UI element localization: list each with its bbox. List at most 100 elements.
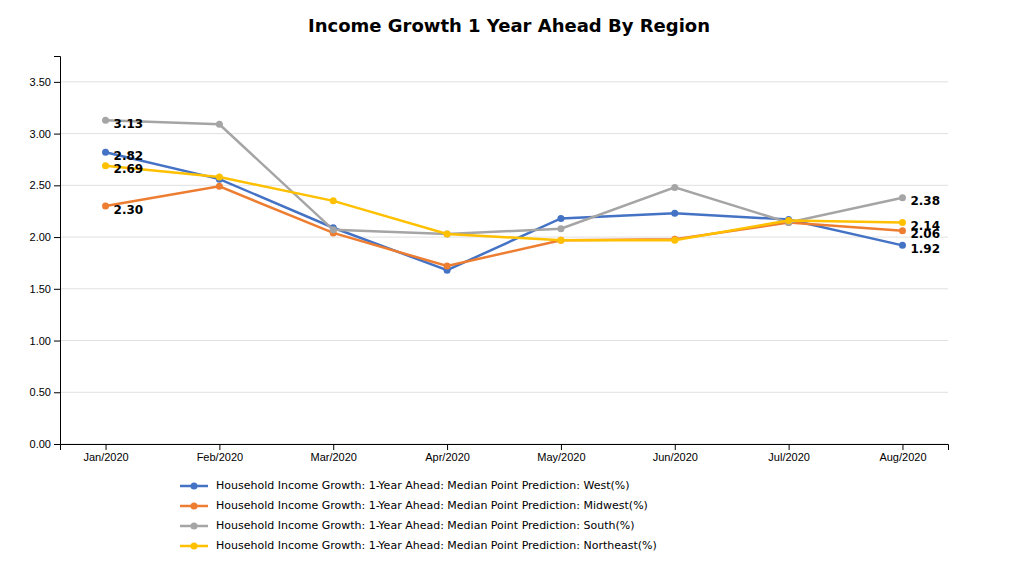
series xyxy=(102,162,906,243)
point xyxy=(216,183,223,190)
tick: 3.00 xyxy=(30,128,60,140)
tick-mark xyxy=(447,444,448,450)
point xyxy=(557,215,564,222)
legend-label: Household Income Growth: 1-Year Ahead: M… xyxy=(216,539,657,552)
point xyxy=(899,227,906,234)
tick-label: 0.50 xyxy=(30,386,51,398)
tick: 1.50 xyxy=(30,283,60,295)
tick: Mar/2020 xyxy=(310,444,356,463)
grid-line xyxy=(60,288,948,289)
legend-item: Household Income Growth: 1-Year Ahead: M… xyxy=(180,499,648,512)
legend-marker xyxy=(191,483,198,490)
point xyxy=(444,230,451,237)
chart: Income Growth 1 Year Ahead By Region 0.00… xyxy=(0,0,1018,576)
tick-label: 1.00 xyxy=(30,335,51,347)
tick-mark xyxy=(54,392,60,393)
tick-label: Jul/2020 xyxy=(768,451,810,463)
point xyxy=(785,217,792,224)
tick: 2.00 xyxy=(30,231,60,243)
tick-label: 3.50 xyxy=(30,76,51,88)
tick-mark xyxy=(106,444,107,450)
point xyxy=(444,230,451,237)
point xyxy=(330,197,337,204)
tick: May/2020 xyxy=(537,444,585,463)
grid-line xyxy=(60,185,948,186)
data-label: 2.30 xyxy=(114,203,144,217)
grid-line xyxy=(60,133,948,134)
series xyxy=(102,183,906,270)
tick-mark xyxy=(561,444,562,450)
legend-marker xyxy=(191,523,198,530)
tick: Jun/2020 xyxy=(653,444,698,463)
tick-mark xyxy=(54,444,60,445)
point xyxy=(330,226,337,233)
point xyxy=(102,203,109,210)
series xyxy=(102,117,906,238)
tick-label: Apr/2020 xyxy=(425,451,470,463)
marks xyxy=(102,117,906,274)
tick-label: Jan/2020 xyxy=(83,451,128,463)
tick-mark xyxy=(54,289,60,290)
title: Income Growth 1 Year Ahead By Region xyxy=(308,15,710,36)
tick: Jan/2020 xyxy=(83,444,128,463)
x-axis: Jan/2020 Feb/2020 Mar/2020 Apr/2020 May/2020… xyxy=(61,444,949,463)
line xyxy=(106,186,903,266)
tick-mark xyxy=(789,444,790,450)
grid-line xyxy=(60,392,948,393)
legend-item: Household Income Growth: 1-Year Ahead: M… xyxy=(180,519,635,532)
point xyxy=(557,237,564,244)
tick-label: Mar/2020 xyxy=(310,451,356,463)
series xyxy=(102,149,906,274)
tick: 3.50 xyxy=(30,76,60,88)
data-label: 3.13 xyxy=(114,117,144,131)
point xyxy=(102,117,109,124)
tick-mark xyxy=(333,444,334,450)
tick-label: 2.50 xyxy=(30,179,51,191)
legend-label: Household Income Growth: 1-Year Ahead: M… xyxy=(216,479,630,492)
legend-label: Household Income Growth: 1-Year Ahead: M… xyxy=(216,519,635,532)
legend-label: Household Income Growth: 1-Year Ahead: M… xyxy=(216,499,648,512)
point xyxy=(671,237,678,244)
y-axis: 0.00 0.50 1.00 1.50 2.00 2.50 3.00 3.50 xyxy=(30,57,61,451)
tick: 0.50 xyxy=(30,386,60,398)
point xyxy=(102,162,109,169)
tick-label: 2.00 xyxy=(30,231,51,243)
plot: 0.00 0.50 1.00 1.50 2.00 2.50 3.00 3.50 Jan/2020… xyxy=(30,57,949,463)
tick-mark xyxy=(54,134,60,135)
data-label: 2.38 xyxy=(910,194,940,208)
point xyxy=(671,210,678,217)
tick-label: Aug/2020 xyxy=(879,451,926,463)
point xyxy=(557,225,564,232)
legend-item: Household Income Growth: 1-Year Ahead: M… xyxy=(180,539,657,552)
point xyxy=(671,184,678,191)
data-label: 2.69 xyxy=(114,162,144,176)
tick-mark xyxy=(54,185,60,186)
grid-line xyxy=(60,81,948,82)
grid-line xyxy=(60,340,948,341)
point xyxy=(102,149,109,156)
point xyxy=(216,174,223,181)
tick: 2.50 xyxy=(30,179,60,191)
tick: 0.00 xyxy=(30,438,60,450)
data-label: 1.92 xyxy=(910,242,940,256)
tick-mark xyxy=(54,82,60,83)
tick: Jul/2020 xyxy=(768,444,810,463)
tick-label: May/2020 xyxy=(537,451,585,463)
point xyxy=(899,242,906,249)
tick-mark xyxy=(902,444,903,450)
data-label: 2.82 xyxy=(114,149,144,163)
line xyxy=(106,166,903,240)
tick-mark xyxy=(54,237,60,238)
point xyxy=(899,194,906,201)
legend: Household Income Growth: 1-Year Ahead: M… xyxy=(180,479,657,552)
tick-label: 1.50 xyxy=(30,283,51,295)
tick-mark xyxy=(219,444,220,450)
tick: Aug/2020 xyxy=(879,444,926,463)
legend-marker xyxy=(191,503,198,510)
axis-line xyxy=(54,57,61,445)
tick-mark xyxy=(54,341,60,342)
data-labels: 2.821.922.302.063.132.382.692.14 xyxy=(114,117,941,256)
tick: Feb/2020 xyxy=(197,444,243,463)
tick-mark xyxy=(675,444,676,450)
line xyxy=(106,152,903,270)
